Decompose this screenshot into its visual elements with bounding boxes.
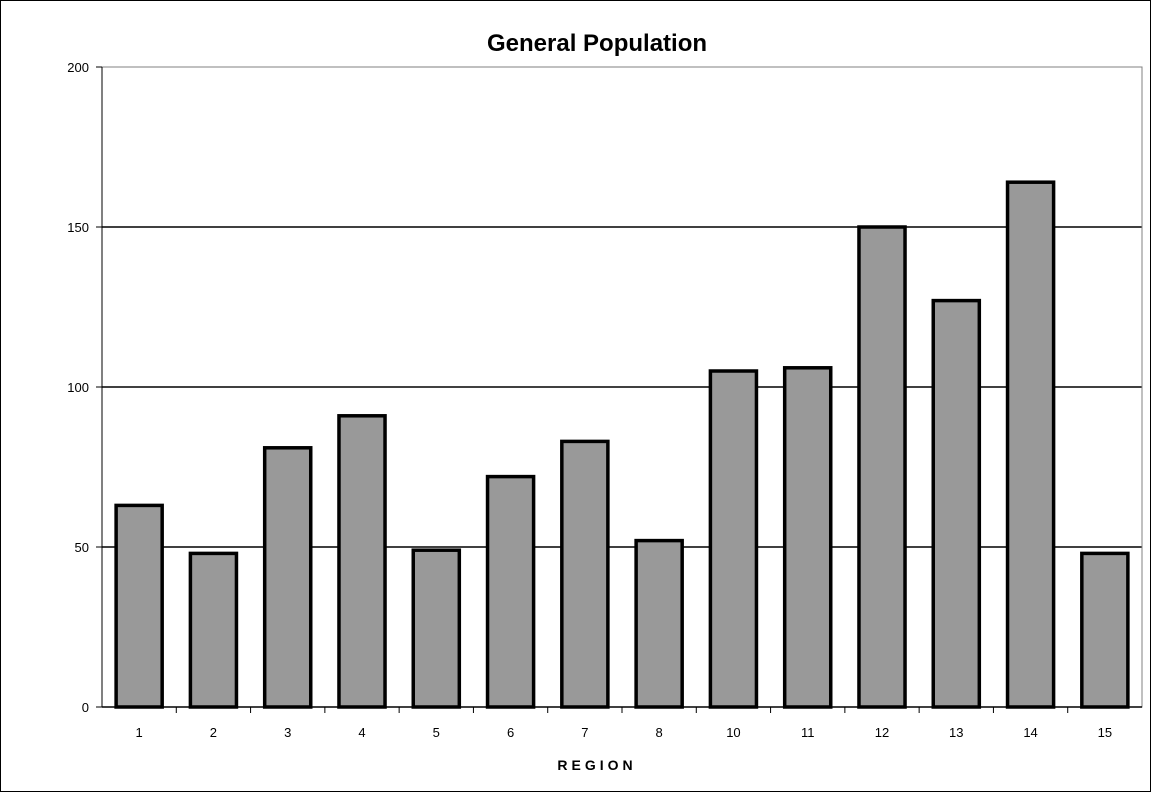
bar-region-7 [560, 439, 610, 709]
bar-region-4 [337, 414, 387, 709]
x-tick-label-14: 14 [1023, 725, 1037, 740]
bar-region-13 [931, 298, 982, 709]
bar-region-5 [411, 548, 462, 709]
x-tick-label-13: 13 [949, 725, 963, 740]
bar-region-15 [1080, 551, 1130, 709]
bar-region-3 [262, 446, 313, 709]
bar-region-10 [708, 369, 759, 709]
y-tick-label-0: 0 [82, 700, 89, 715]
gridlines [102, 226, 1142, 548]
y-tick-label-50: 50 [75, 540, 89, 555]
x-tick-label-7: 7 [581, 725, 588, 740]
y-tick-label-200: 200 [67, 60, 89, 75]
x-tick-label-12: 12 [875, 725, 889, 740]
y-tick-label-100: 100 [67, 380, 89, 395]
bar-region-8 [634, 538, 684, 709]
chart-title: General Population [487, 30, 707, 57]
x-axis: 1 2 3 4 5 6 7 8 10 11 12 13 14 15 [102, 706, 1142, 740]
x-tick-label-2: 2 [210, 725, 217, 740]
x-tick-label-8: 8 [656, 725, 663, 740]
bar-region-14 [1005, 180, 1056, 709]
x-tick-label-3: 3 [284, 725, 291, 740]
x-tick-label-10: 10 [726, 725, 740, 740]
x-axis-title: REGION [557, 757, 636, 773]
x-tick-label-4: 4 [358, 725, 365, 740]
bar-region-2 [188, 551, 239, 709]
y-axis: 0 50 100 150 200 [67, 60, 103, 715]
bar-region-11 [782, 366, 833, 709]
x-tick-label-5: 5 [433, 725, 440, 740]
bar-region-6 [485, 474, 536, 709]
x-tick-label-11: 11 [801, 725, 815, 740]
y-tick-label-150: 150 [67, 220, 89, 235]
bar-region-12 [857, 225, 907, 709]
bar-region-1 [114, 503, 164, 709]
x-tick-label-15: 15 [1098, 725, 1112, 740]
bars [114, 180, 1130, 709]
x-tick-label-1: 1 [136, 725, 143, 740]
x-tick-label-6: 6 [507, 725, 514, 740]
